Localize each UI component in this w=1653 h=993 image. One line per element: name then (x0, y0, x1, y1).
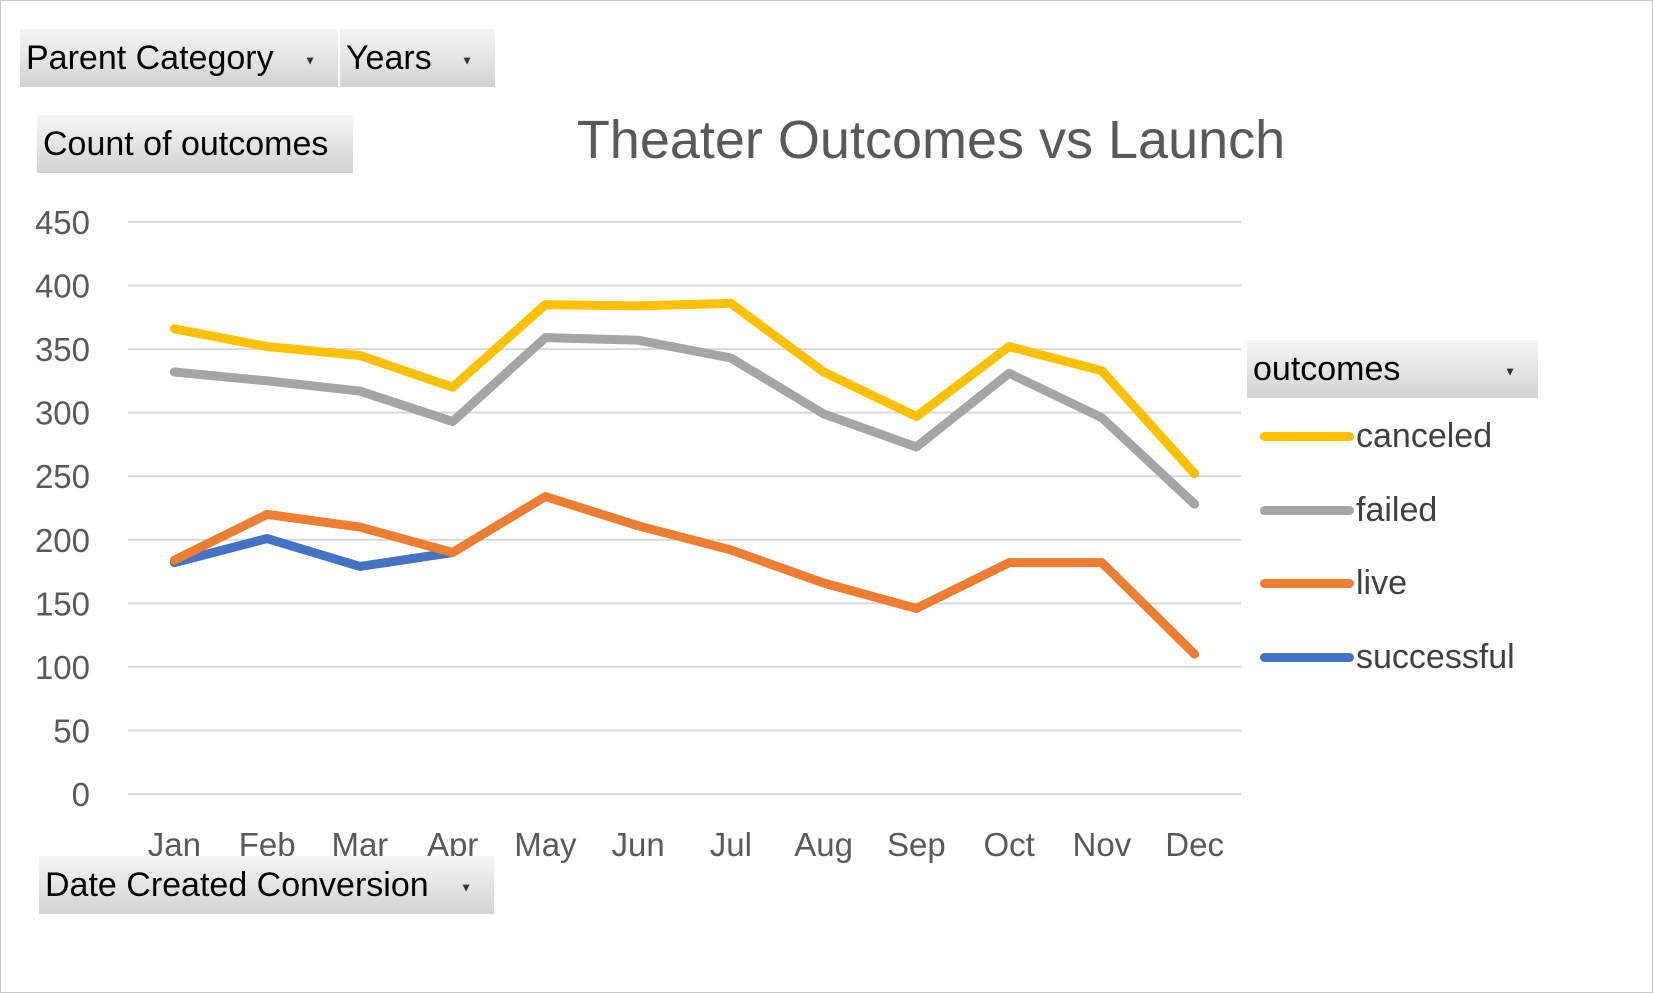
x-tick-label: Oct (983, 826, 1034, 863)
legend-item-canceled: canceled (1260, 416, 1492, 456)
date-created-label: Date Created Conversion (45, 866, 429, 904)
years-label: Years (346, 39, 432, 77)
outcomes-legend-filter-button[interactable]: outcomes ▼ (1247, 340, 1538, 398)
dropdown-arrow-icon[interactable]: ▼ (1504, 364, 1516, 379)
legend-item-failed: failed (1260, 490, 1437, 530)
value-field-button[interactable]: Count of outcomes (37, 115, 353, 173)
y-tick-label: 450 (35, 204, 90, 241)
outcomes-legend-title: outcomes (1253, 350, 1401, 388)
series-line-live (169, 492, 1200, 659)
series-line-canceled (169, 298, 1200, 479)
legend-label-live: live (1356, 563, 1408, 602)
x-tick-label: May (514, 826, 577, 863)
date-created-filter-button[interactable]: Date Created Conversion ▼ (39, 856, 494, 914)
dropdown-arrow-icon[interactable]: ▼ (461, 53, 473, 68)
x-tick-label: Jul (710, 826, 752, 863)
legend-label-successful: successful (1356, 637, 1515, 676)
legend-swatch-successful (1260, 652, 1354, 662)
legend-swatch-failed (1260, 505, 1354, 515)
y-tick-label: 50 (53, 712, 90, 749)
legend-swatch-live (1260, 578, 1354, 588)
legend-swatch-canceled (1260, 431, 1354, 441)
x-tick-label: Jun (612, 826, 665, 863)
series-line-successful (169, 534, 458, 571)
y-tick-label: 200 (35, 522, 90, 559)
x-tick-label: Nov (1073, 826, 1132, 863)
x-tick-label: Dec (1165, 826, 1224, 863)
dropdown-arrow-icon[interactable]: ▼ (460, 880, 472, 895)
y-tick-label: 350 (35, 331, 90, 368)
parent-category-filter-button[interactable]: Parent Category ▼ (20, 29, 338, 87)
legend-label-canceled: canceled (1356, 416, 1493, 455)
legend-label-failed: failed (1356, 490, 1438, 529)
y-tick-label: 100 (35, 649, 90, 686)
legend-item-live: live (1260, 563, 1407, 603)
dropdown-arrow-icon[interactable]: ▼ (304, 53, 316, 68)
y-tick-label: 150 (35, 585, 90, 622)
series-line-failed (169, 333, 1200, 509)
chart-title: Theater Outcomes vs Launch (576, 110, 1286, 170)
x-tick-label: Sep (887, 826, 946, 863)
years-filter-button[interactable]: Years ▼ (340, 29, 495, 87)
parent-category-label: Parent Category (26, 39, 274, 77)
y-tick-label: 250 (35, 458, 90, 495)
y-tick-label: 300 (35, 395, 90, 432)
legend-item-successful: successful (1260, 637, 1515, 677)
value-field-label: Count of outcomes (43, 125, 329, 163)
y-tick-label: 400 (35, 268, 90, 305)
y-tick-label: 0 (72, 776, 90, 813)
x-tick-label: Aug (794, 826, 853, 863)
